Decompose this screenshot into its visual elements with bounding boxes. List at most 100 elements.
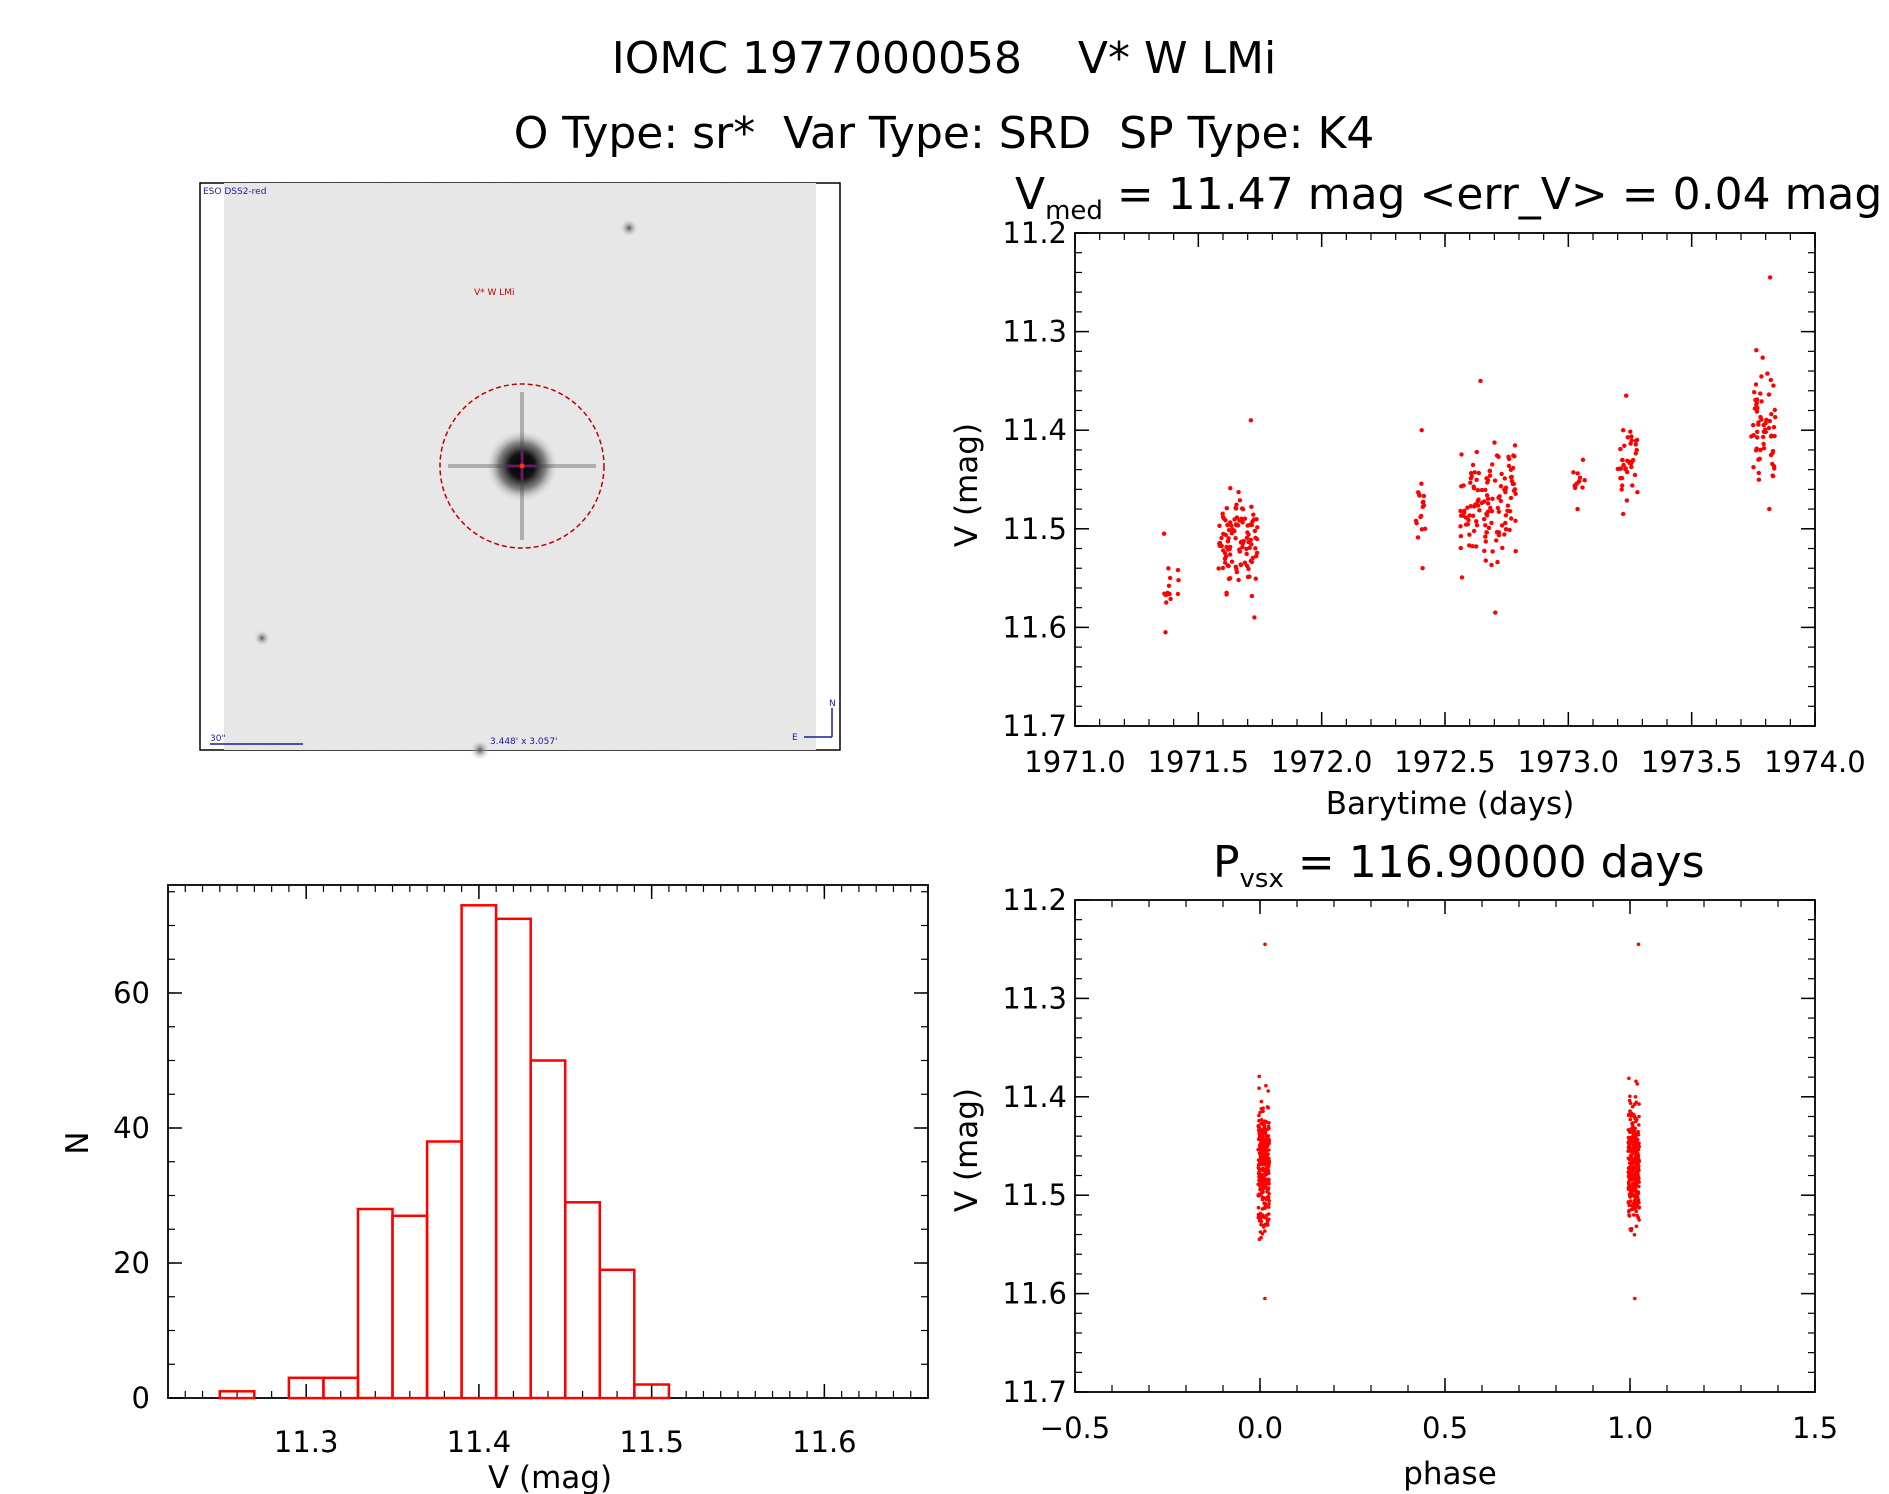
phased-title-prefix: P (1213, 837, 1240, 888)
lightcurve-point (1493, 610, 1498, 615)
lightcurve-point (1502, 532, 1507, 537)
lightcurve-point (1479, 487, 1485, 493)
lightcurve-point (1489, 520, 1494, 526)
lightcurve-point (1769, 412, 1774, 417)
lightcurve-point (1458, 534, 1464, 539)
lightcurve-plot: 1971.0 1971.5 1972.0 1972.5 1973.0 1973.5 1974… (1002, 216, 1865, 779)
phased-point (1263, 942, 1267, 947)
lightcurve-point (1758, 447, 1763, 453)
phased-point (1629, 1171, 1634, 1175)
lightcurve-point (1755, 405, 1760, 411)
phased-point (1264, 1216, 1268, 1220)
phased-point (1632, 1213, 1636, 1217)
phased-point (1627, 1076, 1631, 1081)
lightcurve-point (1766, 425, 1772, 431)
phased-point (1631, 1132, 1635, 1136)
phased-point (1627, 1208, 1631, 1213)
lightcurve-point (1484, 513, 1490, 518)
histogram-plot: 11.3 11.4 11.5 11.6 0 20 40 60 (113, 884, 929, 1459)
histogram-ytick-label: 60 (113, 976, 150, 1010)
lightcurve-point (1161, 531, 1167, 536)
lightcurve-title-rest: = 11.47 mag <err_V> = 0.04 mag (1103, 169, 1882, 220)
histogram-xtick-label: 11.6 (792, 1425, 857, 1459)
phased-point (1259, 1219, 1264, 1224)
lightcurve-point (1471, 528, 1477, 534)
phased-point (1630, 1104, 1635, 1109)
figure-subtitle: O Type: sr* Var Type: SRD SP Type: K4 (514, 108, 1375, 159)
histogram-xtick-label: 11.5 (619, 1425, 684, 1459)
lightcurve-point (1242, 560, 1248, 565)
phased-point (1628, 1156, 1632, 1161)
lightcurve-point (1503, 527, 1509, 532)
lightcurve-point (1236, 577, 1241, 583)
lightcurve-point (1508, 495, 1514, 501)
lightcurve-point (1458, 545, 1464, 551)
phased-point (1626, 1200, 1631, 1205)
lightcurve-point (1474, 544, 1479, 549)
lightcurve-point (1503, 487, 1508, 492)
lightcurve-point (1246, 532, 1251, 537)
lightcurve-point (1251, 512, 1256, 517)
lightcurve-point (1506, 454, 1511, 459)
lightcurve-point (1764, 417, 1769, 422)
phased-point (1260, 1180, 1265, 1185)
lightcurve-point (1771, 383, 1776, 388)
lightcurve-ytick-label: 11.6 (1002, 610, 1067, 644)
phased-point (1636, 1176, 1640, 1180)
phased-point (1637, 1102, 1641, 1106)
phased-point (1634, 1192, 1639, 1197)
lightcurve-point (1164, 600, 1169, 605)
lightcurve-point (1244, 563, 1250, 569)
lightcurve-point (1756, 420, 1761, 425)
scale-label: 30" (210, 734, 226, 744)
lightcurve-point (1468, 504, 1474, 509)
lightcurve-point (1759, 399, 1764, 404)
phased-point (1258, 1161, 1263, 1166)
lightcurve-point (1628, 441, 1633, 446)
lightcurve-point (1232, 517, 1237, 522)
lightcurve-point (1234, 567, 1239, 572)
lightcurve-point (1754, 409, 1760, 414)
phased-point (1259, 1193, 1263, 1197)
object-label: V* W LMi (474, 288, 515, 298)
phased-point (1631, 1157, 1635, 1162)
phased-panel: Pvsx = 116.90000 days −0.5 0.0 0.5 1.0 1.5 11… (949, 837, 1838, 1492)
phased-ytick-label: 11.5 (1002, 1178, 1067, 1212)
lightcurve-point (1219, 535, 1224, 541)
phased-point (1258, 1143, 1262, 1148)
phased-point (1266, 1127, 1270, 1131)
lightcurve-point (1245, 523, 1250, 528)
lightcurve-ytick-label: 11.4 (1002, 413, 1067, 447)
lightcurve-point (1242, 516, 1248, 521)
lightcurve-point (1770, 473, 1776, 479)
phased-point (1259, 1222, 1263, 1227)
lightcurve-point (1220, 511, 1225, 516)
phased-point (1633, 1296, 1637, 1301)
histogram-bar (564, 1201, 602, 1400)
lightcurve-point (1472, 470, 1477, 475)
lightcurve-panel: Vmed = 11.47 mag <err_V> = 0.04 mag 1971… (949, 169, 1882, 822)
phased-point (1634, 1138, 1639, 1142)
lightcurve-point (1240, 507, 1246, 512)
lightcurve-point (1487, 473, 1493, 478)
compass-east: E (792, 733, 798, 743)
phased-point (1628, 1178, 1633, 1182)
lightcurve-point (1483, 558, 1489, 563)
lightcurve-point (1421, 493, 1427, 499)
figure-title: IOMC 1977000058 V* W LMi (612, 33, 1276, 84)
lightcurve-frame (1074, 232, 1816, 727)
lightcurve-point (1469, 474, 1474, 479)
lightcurve-point (1252, 528, 1258, 534)
phased-point (1259, 1099, 1264, 1104)
phased-point (1629, 1114, 1634, 1118)
lightcurve-point (1503, 513, 1509, 518)
lightcurve-point (1767, 275, 1773, 280)
lightcurve-point (1253, 546, 1258, 551)
lightcurve-point (1244, 535, 1250, 540)
histogram-bar (460, 904, 498, 1400)
lightcurve-point (1770, 448, 1776, 454)
phased-point (1631, 1184, 1636, 1188)
phased-point (1263, 1185, 1268, 1189)
lightcurve-point (1467, 543, 1472, 548)
